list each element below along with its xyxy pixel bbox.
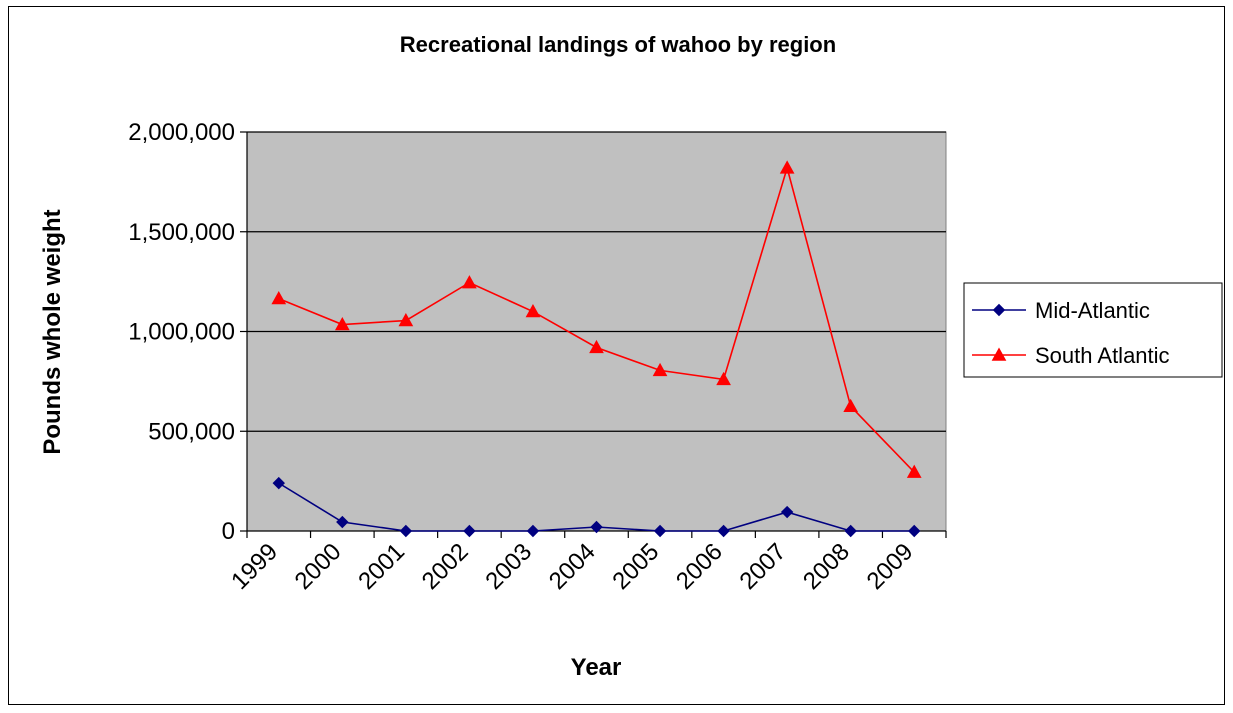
legend-item-south-atlantic: South Atlantic bbox=[972, 343, 1170, 368]
y-tick-label: 1,500,000 bbox=[128, 219, 235, 246]
x-axis-title: Year bbox=[571, 654, 622, 681]
x-tick-label: 1999 bbox=[226, 538, 283, 595]
x-tick-label: 2003 bbox=[480, 538, 537, 595]
x-tick-label: 2008 bbox=[798, 538, 855, 595]
x-tick-label: 2002 bbox=[417, 538, 474, 595]
x-tick-label: 2007 bbox=[735, 538, 792, 595]
x-tick-label: 2006 bbox=[671, 538, 728, 595]
data-point-mid-atlantic bbox=[844, 524, 857, 538]
data-point-mid-atlantic bbox=[526, 524, 540, 538]
y-tick-label: 1,000,000 bbox=[128, 319, 235, 346]
x-tick-label: 2005 bbox=[607, 538, 664, 595]
data-point-south-atlantic bbox=[271, 291, 287, 305]
data-point-mid-atlantic bbox=[717, 524, 730, 538]
data-point-south-atlantic bbox=[779, 160, 795, 174]
legend: Mid-Atlantic South Atlantic bbox=[963, 282, 1223, 378]
legend-marker-mid-atlantic bbox=[992, 303, 1006, 317]
x-tick-label: 2000 bbox=[290, 538, 347, 595]
data-point-mid-atlantic bbox=[336, 515, 349, 529]
x-axis-ticks: 1999 2000 2001 2002 2003 2004 2005 2006 2007 2008… bbox=[226, 531, 947, 595]
y-axis-title: Pounds whole weight bbox=[39, 209, 66, 454]
x-tick-label: 2009 bbox=[862, 538, 919, 595]
data-point-south-atlantic bbox=[589, 339, 604, 354]
data-point-south-atlantic bbox=[906, 464, 922, 478]
data-point-south-atlantic bbox=[652, 362, 668, 377]
y-tick-label: 2,000,000 bbox=[128, 119, 235, 146]
data-point-mid-atlantic bbox=[399, 524, 413, 538]
data-point-south-atlantic bbox=[843, 398, 859, 413]
data-point-mid-atlantic bbox=[908, 524, 921, 538]
legend-box bbox=[963, 282, 1223, 378]
data-point-south-atlantic bbox=[525, 304, 541, 318]
y-tick-label: 500,000 bbox=[148, 418, 235, 445]
legend-label-mid-atlantic: Mid-Atlantic bbox=[1035, 298, 1150, 323]
series-south-atlantic bbox=[271, 160, 922, 478]
y-tick-label: 0 bbox=[222, 518, 235, 545]
x-tick-label: 2004 bbox=[544, 538, 601, 595]
series-mid-atlantic bbox=[272, 476, 921, 538]
legend-marker-south-atlantic bbox=[991, 347, 1007, 361]
data-point-south-atlantic bbox=[334, 316, 350, 331]
data-point-mid-atlantic bbox=[653, 524, 667, 538]
data-point-mid-atlantic bbox=[463, 524, 476, 538]
data-point-mid-atlantic bbox=[272, 476, 285, 490]
data-point-south-atlantic bbox=[462, 275, 477, 289]
x-tick-label: 2001 bbox=[353, 538, 410, 595]
chart-title: Recreational landings of wahoo by region bbox=[400, 32, 836, 57]
data-point-south-atlantic bbox=[398, 312, 414, 327]
data-point-mid-atlantic bbox=[590, 520, 603, 534]
legend-label-south-atlantic: South Atlantic bbox=[1035, 343, 1170, 368]
legend-item-mid-atlantic: Mid-Atlantic bbox=[972, 298, 1150, 323]
data-point-south-atlantic bbox=[716, 371, 731, 386]
series-layer bbox=[271, 160, 922, 538]
gridlines bbox=[247, 131, 946, 432]
data-point-mid-atlantic bbox=[780, 505, 794, 519]
y-axis-ticks: 0 500,000 1,000,000 1,500,000 2,000,000 bbox=[128, 119, 247, 545]
